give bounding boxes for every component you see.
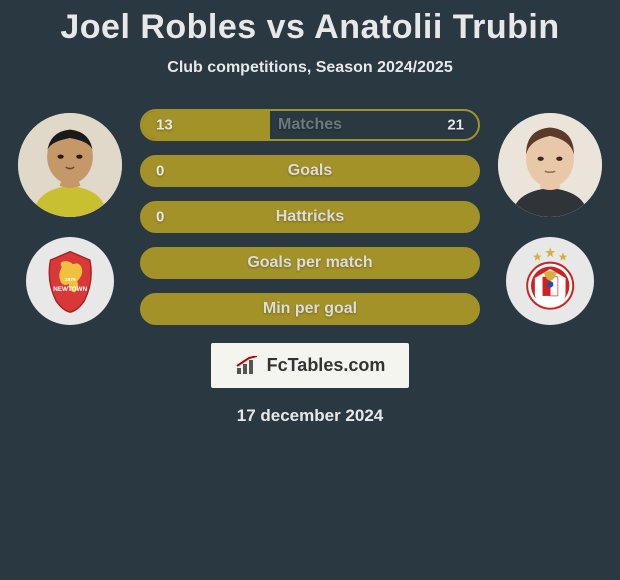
stat-label: Goals per match	[247, 254, 372, 272]
club-left-badge: NEWTOWN 1875	[26, 237, 114, 325]
stat-bars: Matches 13 21 Goals 0 Hattricks 0 Goals per mat…	[140, 105, 480, 325]
footer: FcTables.com 17 december 2024	[0, 343, 620, 426]
club-right-badge	[506, 237, 594, 325]
stat-label: Hattricks	[276, 208, 344, 226]
stat-bar: Matches 13 21	[140, 109, 480, 141]
svg-text:NEWTOWN: NEWTOWN	[53, 286, 87, 293]
stat-bar: Min per goal	[140, 293, 480, 325]
svg-text:1875: 1875	[65, 277, 76, 283]
right-column	[498, 105, 602, 325]
watermark: FcTables.com	[211, 343, 410, 388]
page-title: Joel Robles vs Anatolii Trubin	[0, 8, 620, 47]
player-left-avatar	[18, 113, 122, 217]
stat-label: Matches	[278, 116, 342, 134]
stat-bar: Goals per match	[140, 247, 480, 279]
comparison-content: NEWTOWN 1875 Matches 13 21 Goals 0 Hattricks 0…	[0, 105, 620, 325]
player-right-avatar	[498, 113, 602, 217]
left-column: NEWTOWN 1875	[18, 105, 122, 325]
stat-value-left: 0	[156, 209, 164, 226]
subtitle: Club competitions, Season 2024/2025	[0, 59, 620, 77]
stat-value-left: 0	[156, 163, 164, 180]
stat-bar: Goals 0	[140, 155, 480, 187]
chart-icon	[235, 356, 261, 376]
stat-value-right: 21	[447, 117, 464, 134]
stat-value-left: 13	[156, 117, 173, 134]
stat-label: Min per goal	[263, 300, 357, 318]
stat-bar: Hattricks 0	[140, 201, 480, 233]
watermark-text: FcTables.com	[267, 355, 386, 376]
date-text: 17 december 2024	[237, 406, 384, 426]
stat-label: Goals	[288, 162, 332, 180]
